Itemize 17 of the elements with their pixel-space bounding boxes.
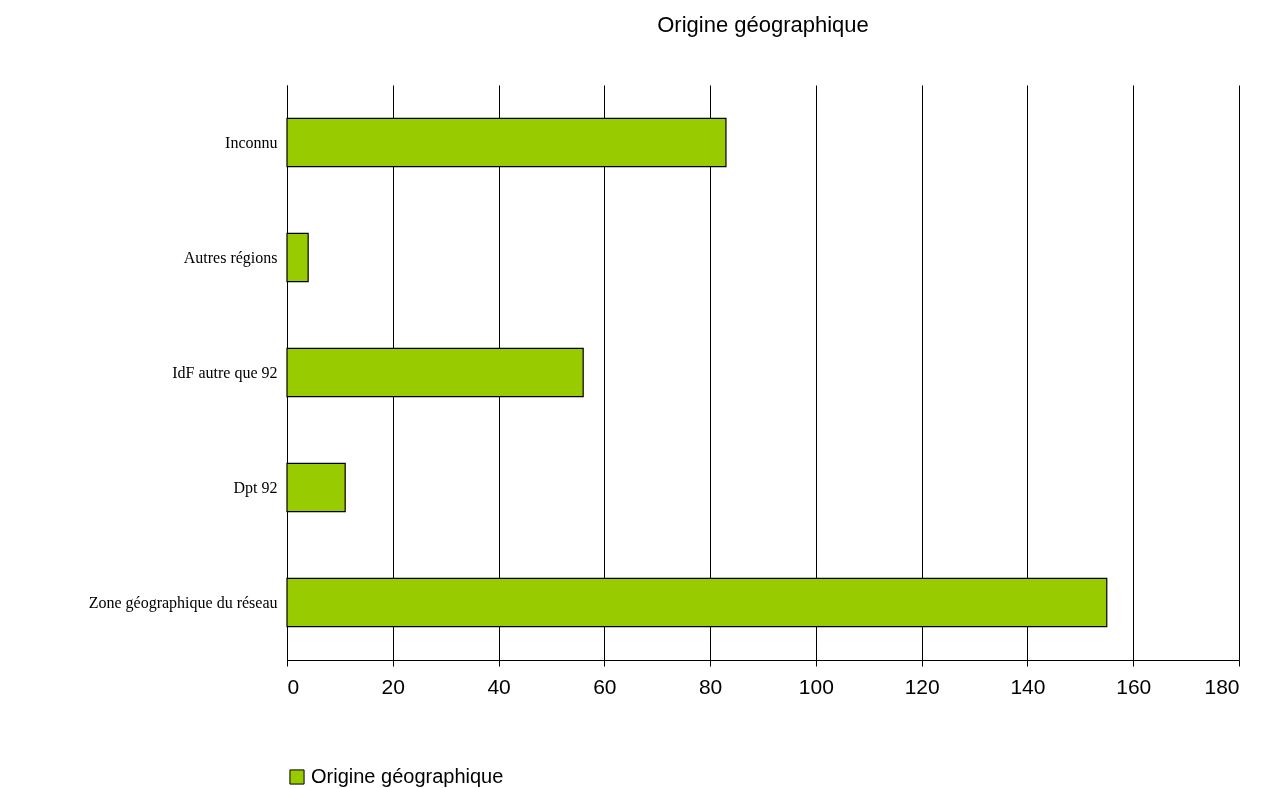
y-tick-label: IdF autre que 92	[172, 363, 278, 382]
x-tick-label: 100	[798, 674, 834, 698]
y-tick-label: Inconnu	[225, 133, 278, 151]
y-tick-label: Zone géographique du réseau	[88, 593, 278, 612]
x-tick-label: 80	[698, 674, 723, 698]
x-tick-label: 40	[487, 674, 511, 698]
x-tick-label: 0	[287, 674, 300, 698]
y-tick-label: Autres régions	[183, 248, 278, 267]
x-tick-label: 20	[381, 674, 405, 698]
x-tick-label: 160	[1116, 674, 1152, 698]
y-tick-label: Dpt 92	[233, 478, 278, 497]
legend-label: Origine géographique	[311, 765, 504, 787]
x-tick-label: 60	[593, 674, 617, 698]
chart-title: Origine géographique	[657, 12, 869, 37]
x-tick-label: 180	[1204, 674, 1240, 698]
x-tick-label: 120	[904, 674, 940, 698]
x-tick-label: 140	[1010, 674, 1046, 698]
